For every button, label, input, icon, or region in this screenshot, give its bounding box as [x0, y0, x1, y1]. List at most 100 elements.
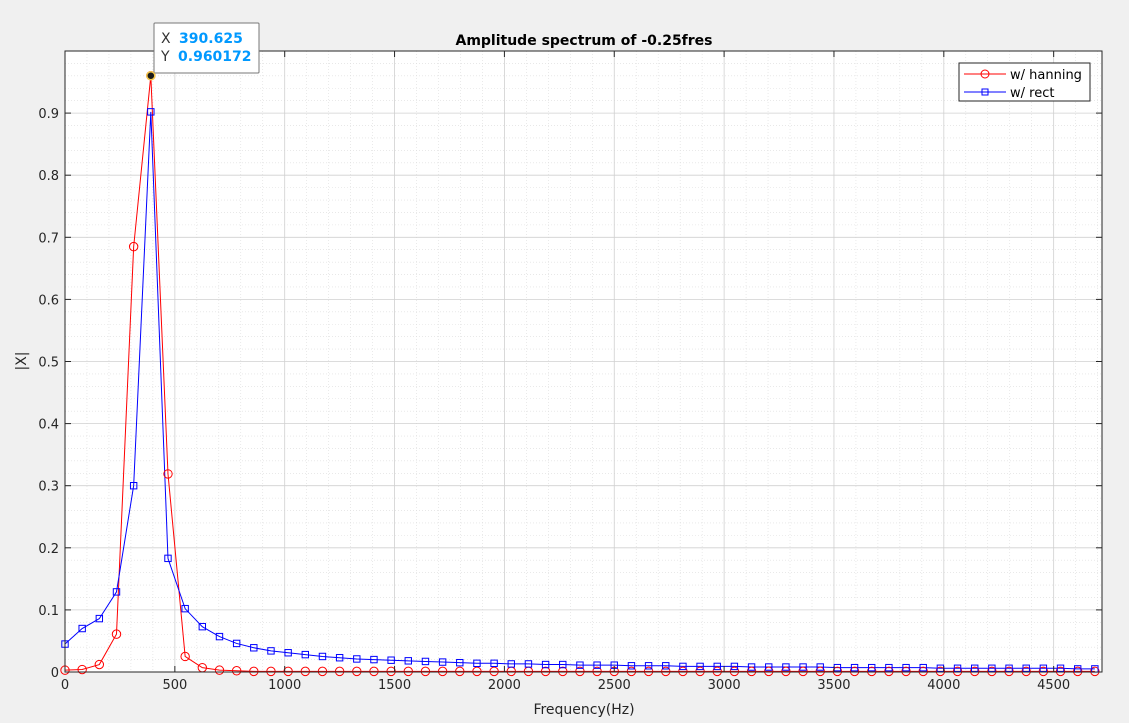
data-point-hanning[interactable]	[472, 666, 482, 677]
data-point-rect[interactable]	[250, 644, 258, 652]
data-point-hanning[interactable]	[352, 666, 362, 677]
data-point-hanning[interactable]	[249, 666, 259, 677]
legend[interactable]: w/ hanning w/ rect	[958, 62, 1091, 102]
data-point-rect[interactable]	[147, 108, 155, 116]
data-point-rect[interactable]	[850, 663, 859, 672]
data-point-hanning[interactable]	[1021, 666, 1031, 677]
data-point-hanning[interactable]	[746, 666, 757, 677]
data-point-rect[interactable]	[335, 654, 344, 662]
data-point-rect[interactable]	[541, 660, 550, 669]
data-point-hanning[interactable]	[540, 666, 551, 677]
data-point-hanning[interactable]	[712, 666, 722, 677]
data-point-hanning[interactable]	[952, 666, 963, 677]
data-point-rect[interactable]	[816, 663, 824, 671]
data-point-rect[interactable]	[524, 660, 533, 668]
data-point-rect[interactable]	[370, 655, 378, 664]
data-point-hanning[interactable]	[592, 666, 602, 677]
data-point-hanning[interactable]	[180, 651, 190, 662]
data-point-rect[interactable]	[318, 652, 327, 661]
data-point-hanning[interactable]	[901, 666, 911, 677]
data-point-rect[interactable]	[593, 661, 601, 669]
data-point-hanning[interactable]	[832, 666, 843, 677]
datatip[interactable]: X 390.625 Y 0.960172	[146, 22, 260, 81]
data-point-hanning[interactable]	[214, 665, 225, 675]
data-point-hanning[interactable]	[935, 666, 946, 677]
data-point-hanning[interactable]	[695, 666, 705, 677]
data-point-rect[interactable]	[559, 660, 567, 669]
data-point-rect[interactable]	[507, 660, 515, 668]
data-point-hanning[interactable]	[386, 666, 396, 677]
data-point-hanning[interactable]	[815, 666, 825, 677]
data-point-hanning[interactable]	[231, 666, 242, 676]
data-point-rect[interactable]	[988, 664, 996, 672]
data-point-rect[interactable]	[456, 658, 464, 667]
data-point-rect[interactable]	[799, 663, 807, 671]
data-point-rect[interactable]	[1022, 664, 1030, 672]
data-point-rect[interactable]	[902, 663, 910, 672]
data-point-hanning[interactable]	[1072, 666, 1083, 677]
data-point-hanning[interactable]	[643, 666, 654, 677]
data-point-hanning[interactable]	[798, 666, 808, 677]
data-point-hanning[interactable]	[661, 666, 671, 677]
data-point-hanning[interactable]	[764, 666, 774, 677]
data-point-rect[interactable]	[404, 657, 412, 665]
data-point-hanning[interactable]	[678, 666, 688, 677]
data-point-rect[interactable]	[112, 588, 121, 596]
data-point-hanning[interactable]	[300, 666, 311, 677]
data-point-rect[interactable]	[490, 659, 498, 668]
data-point-hanning[interactable]	[163, 469, 173, 479]
data-point-hanning[interactable]	[403, 666, 413, 677]
data-point-rect[interactable]	[644, 662, 653, 670]
data-point-hanning[interactable]	[970, 666, 980, 677]
data-point-rect[interactable]	[627, 662, 636, 670]
data-point-rect[interactable]	[387, 656, 395, 664]
data-point-rect[interactable]	[164, 554, 172, 563]
data-point-rect[interactable]	[438, 658, 447, 666]
data-point-hanning[interactable]	[317, 666, 328, 677]
data-point-hanning[interactable]	[575, 666, 585, 677]
data-point-rect[interactable]	[78, 624, 86, 633]
data-point-hanning[interactable]	[369, 666, 379, 677]
data-point-rect[interactable]	[95, 614, 104, 623]
data-point-rect[interactable]	[730, 662, 739, 671]
data-point-hanning[interactable]	[266, 666, 276, 677]
data-point-rect[interactable]	[1039, 664, 1048, 672]
data-point-hanning[interactable]	[489, 666, 499, 677]
data-point-hanning[interactable]	[334, 666, 345, 677]
data-point-hanning[interactable]	[1090, 666, 1100, 677]
data-point-hanning[interactable]	[94, 659, 105, 670]
data-point-rect[interactable]	[473, 659, 481, 668]
data-point-rect[interactable]	[181, 604, 189, 613]
data-point-rect[interactable]	[421, 657, 430, 666]
data-point-rect[interactable]	[215, 632, 224, 641]
data-point-rect[interactable]	[953, 664, 962, 672]
data-point-rect[interactable]	[971, 664, 979, 672]
data-point-rect[interactable]	[662, 662, 670, 670]
data-point-rect[interactable]	[782, 663, 790, 671]
data-point-rect[interactable]	[284, 649, 292, 657]
data-point-hanning[interactable]	[729, 666, 740, 677]
data-point-rect[interactable]	[353, 655, 361, 663]
data-point-rect[interactable]	[713, 662, 721, 671]
data-point-rect[interactable]	[765, 663, 773, 671]
data-point-hanning[interactable]	[1004, 666, 1014, 677]
data-point-rect[interactable]	[1005, 664, 1013, 672]
data-point-rect[interactable]	[747, 663, 756, 671]
data-point-rect[interactable]	[868, 663, 876, 672]
data-point-hanning[interactable]	[420, 666, 431, 677]
data-point-rect[interactable]	[696, 662, 704, 671]
data-point-hanning[interactable]	[455, 666, 465, 677]
data-point-hanning[interactable]	[867, 666, 877, 677]
data-point-hanning[interactable]	[111, 629, 122, 639]
data-point-rect[interactable]	[301, 650, 310, 659]
data-point-hanning[interactable]	[128, 241, 139, 252]
data-point-hanning[interactable]	[626, 666, 637, 677]
data-point-rect[interactable]	[267, 647, 275, 655]
data-point-hanning[interactable]	[918, 666, 928, 677]
data-point-hanning[interactable]	[558, 666, 568, 677]
data-point-hanning[interactable]	[1055, 666, 1066, 677]
data-point-hanning[interactable]	[849, 666, 860, 677]
data-point-hanning[interactable]	[437, 666, 448, 677]
data-point-rect[interactable]	[129, 482, 138, 490]
data-point-rect[interactable]	[1056, 664, 1065, 672]
